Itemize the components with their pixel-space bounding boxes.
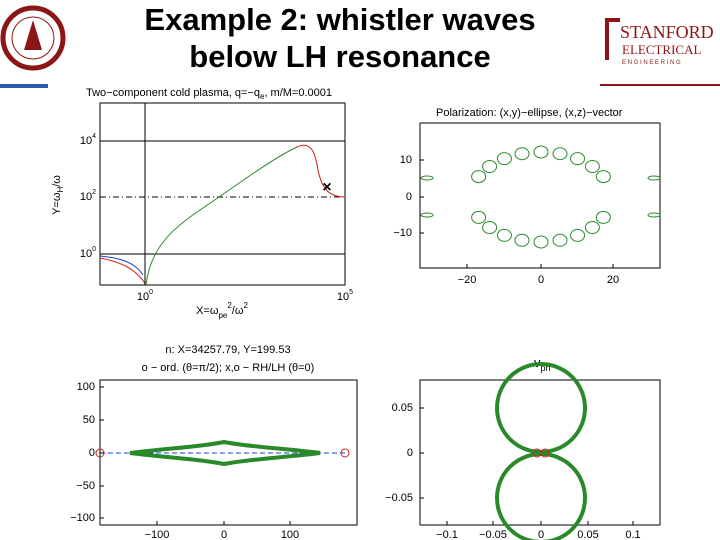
tick-label: 0 [221,529,227,540]
seal [0,5,66,71]
tick-label: 0 [406,191,412,203]
plot-phase-velocity: vph [419,355,661,540]
tick-label: 0 [407,447,413,459]
logo-sub: E N G I N E E R I N G [622,60,681,66]
ellipse [496,152,512,166]
ellipse [496,228,512,242]
ellipse [570,152,586,166]
tick-label: 10 [400,154,412,166]
ellipse [570,228,586,242]
ellipse [482,221,498,235]
tick-label: 20 [607,274,619,286]
plot-dispersion: Two−component cold plasma, q=−qe, m/M=0.… [51,87,346,320]
plot-title: Two−component cold plasma, q=−qe, m/M=0.… [86,87,332,101]
plot-title: Polarization: (x,y)−ellipse, (x,z)−vecto… [436,107,623,119]
curve [129,439,321,467]
point [540,448,550,458]
accent-bar [0,84,48,88]
title-line: below LH resonance [189,39,490,74]
marker: × [322,179,331,196]
tick-label: −20 [458,274,477,286]
ellipse [595,210,611,224]
point [340,448,350,458]
tick-label: 100 [281,529,299,540]
ellipse [552,147,568,161]
ellipse [420,175,434,181]
tick-label: 100 [137,289,153,303]
ellipse [482,159,498,173]
tick-label: 0.05 [577,529,598,540]
ellipse [552,233,568,247]
ellipse [584,159,600,173]
tick-label: −100 [145,529,170,540]
tick-label: −100 [70,512,95,524]
ellipse [533,145,549,159]
tick-label: −0.05 [479,529,507,540]
curve [99,257,147,286]
curve [145,147,296,286]
axes [419,122,661,269]
ellipse [584,221,600,235]
ellipse [514,233,530,247]
tick-label: −50 [76,480,95,492]
ellipse [647,175,661,181]
tick-label: 0.1 [625,529,640,540]
tick-label: 100 [80,246,96,260]
ellipse [595,170,611,184]
tick-label: 0 [538,274,544,286]
ellipse [420,212,434,218]
ellipse [647,212,661,218]
logo-name: STANFORD [620,22,714,42]
title-line: Example 2: whistler waves [144,2,535,37]
plot-polarization: Polarization: (x,y)−ellipse, (x,z)−vecto… [419,107,661,269]
curve [99,255,144,276]
tick-label: 0 [89,447,95,459]
ellipse [471,170,487,184]
y-label: Y=ωH/ω [51,175,65,215]
x-label: X=ωpe2/ω2 [196,301,248,320]
ellipse [514,147,530,161]
tick-label: 100 [77,381,95,393]
tick-label: 102 [80,189,96,203]
tick-label: 104 [80,133,96,147]
ellipse [471,210,487,224]
ellipse [533,235,549,249]
logo-dept: ELECTRICAL [622,42,701,57]
plot-index: n: X=34257.79, Y=199.53 o − ord. (θ=π/2)… [95,344,358,526]
tick-label: 0 [538,529,544,540]
axes [99,102,346,286]
ellipses [420,145,661,249]
tick-label: 105 [337,289,353,303]
tick-label: −0.05 [385,492,413,504]
stanford-logo: STANFORD ELECTRICAL E N G I N E E R I N … [600,18,720,86]
curve [294,144,346,198]
plot-title: o − ord. (θ=π/2); x,o − RH/LH (θ=0) [142,362,315,374]
plot-title: n: X=34257.79, Y=199.53 [165,344,290,356]
tick-label: 50 [83,414,95,426]
tick-label: −0.1 [436,529,458,540]
tick-label: 0.05 [392,402,413,414]
tick-label: −10 [393,227,412,239]
